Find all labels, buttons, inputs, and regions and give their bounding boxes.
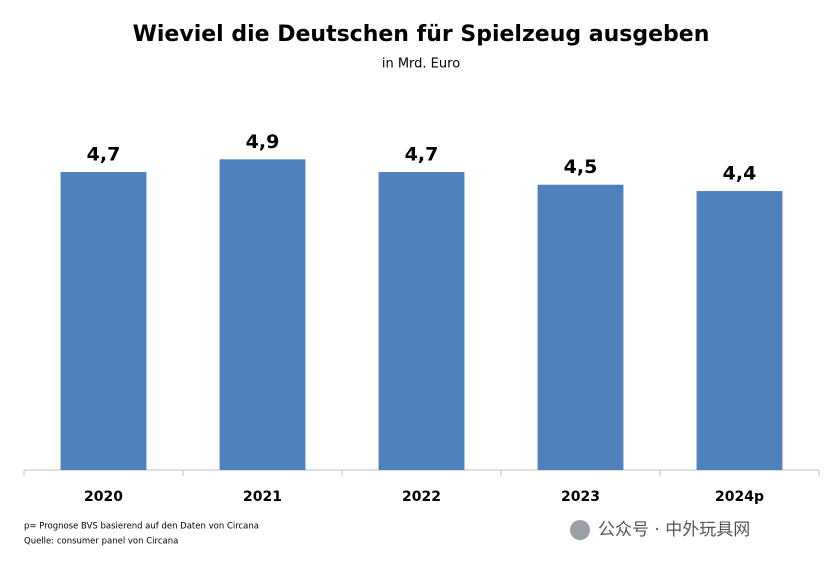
- x-tick-label: 2021: [243, 489, 282, 505]
- x-tick-label: 2020: [84, 489, 123, 505]
- value-label: 4,7: [405, 144, 439, 166]
- x-tick-label: 2023: [561, 489, 600, 505]
- footnote: Quelle: consumer panel von Circana: [24, 537, 178, 547]
- bar: [219, 159, 306, 470]
- chart-subtitle: in Mrd. Euro: [382, 57, 460, 72]
- value-label: 4,5: [564, 156, 598, 178]
- bar: [696, 191, 783, 471]
- bar: [537, 184, 624, 470]
- footnote: p= Prognose BVS basierend auf den Daten …: [24, 522, 259, 532]
- x-tick-label: 2022: [402, 489, 441, 505]
- chart-title: Wieviel die Deutschen für Spielzeug ausg…: [133, 22, 710, 47]
- bar: [378, 172, 465, 470]
- watermark-icon: [570, 520, 590, 540]
- bar: [60, 172, 147, 470]
- watermark: 公众号 · 中外玩具网: [598, 520, 750, 540]
- value-label: 4,9: [246, 131, 280, 153]
- x-tick-label: 2024p: [715, 489, 764, 505]
- value-label: 4,4: [723, 163, 757, 185]
- value-label: 4,7: [87, 144, 121, 166]
